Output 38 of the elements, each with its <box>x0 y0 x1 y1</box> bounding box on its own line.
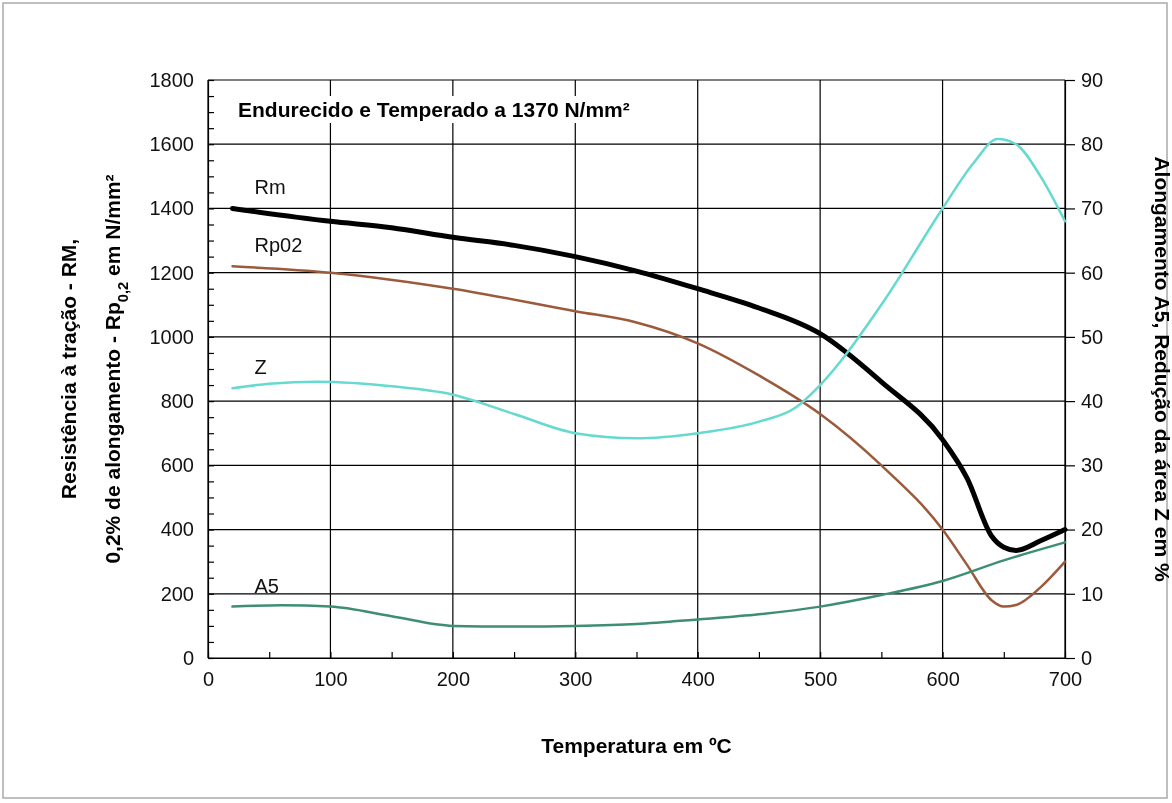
y2-tick-label: 30 <box>1081 454 1104 477</box>
y-tick-label: 1200 <box>149 261 194 284</box>
y2-tick-label: 60 <box>1081 261 1104 284</box>
text: Endurecido e Temperado a 1370 N/mm² <box>238 98 630 121</box>
line-series <box>231 264 1067 608</box>
line-series <box>231 137 1067 440</box>
y-tick-label: 1400 <box>149 197 194 220</box>
x-tick-label: 300 <box>559 668 593 691</box>
y2-tick-label: 20 <box>1081 518 1104 541</box>
y-tick-label: 600 <box>160 454 194 477</box>
y2-tick-label: 40 <box>1081 390 1104 413</box>
y-tick-label: 0 <box>182 646 194 669</box>
y-tick-label: 1000 <box>149 325 194 348</box>
x-tick-label: 200 <box>436 668 471 691</box>
series-label: A5 <box>254 574 279 597</box>
x-axis-title: Temperatura em ºC <box>541 734 732 757</box>
x-tick-label: 600 <box>926 668 960 691</box>
y2-tick-label: 10 <box>1081 582 1104 605</box>
series-label: Rp02 <box>254 234 303 257</box>
y2-tick-label: 90 <box>1081 68 1104 91</box>
x-tick-label: 0 <box>202 668 215 691</box>
y-tick-label: 800 <box>160 390 194 413</box>
x-tick-label: 700 <box>1048 668 1083 691</box>
series-label: Z <box>254 356 267 379</box>
y-tick-label: 1600 <box>149 133 194 156</box>
y2-axis-title: Alongamento A5, Redução da área Z em % <box>1151 156 1172 582</box>
y2-tick-label: 0 <box>1081 646 1093 669</box>
y-tick-label: 1800 <box>149 68 194 91</box>
y2-tick-label: 70 <box>1081 197 1104 220</box>
y2-tick-label: 50 <box>1081 325 1104 348</box>
series-label: Rm <box>254 176 286 199</box>
y2-tick-label: 80 <box>1081 133 1104 156</box>
x-tick-label: 400 <box>681 668 715 691</box>
x-tick-label: 100 <box>314 668 348 691</box>
line-series <box>231 541 1067 628</box>
x-tick-label: 500 <box>803 668 838 691</box>
y-tick-label: 200 <box>160 582 194 605</box>
y-tick-label: 400 <box>160 518 194 541</box>
